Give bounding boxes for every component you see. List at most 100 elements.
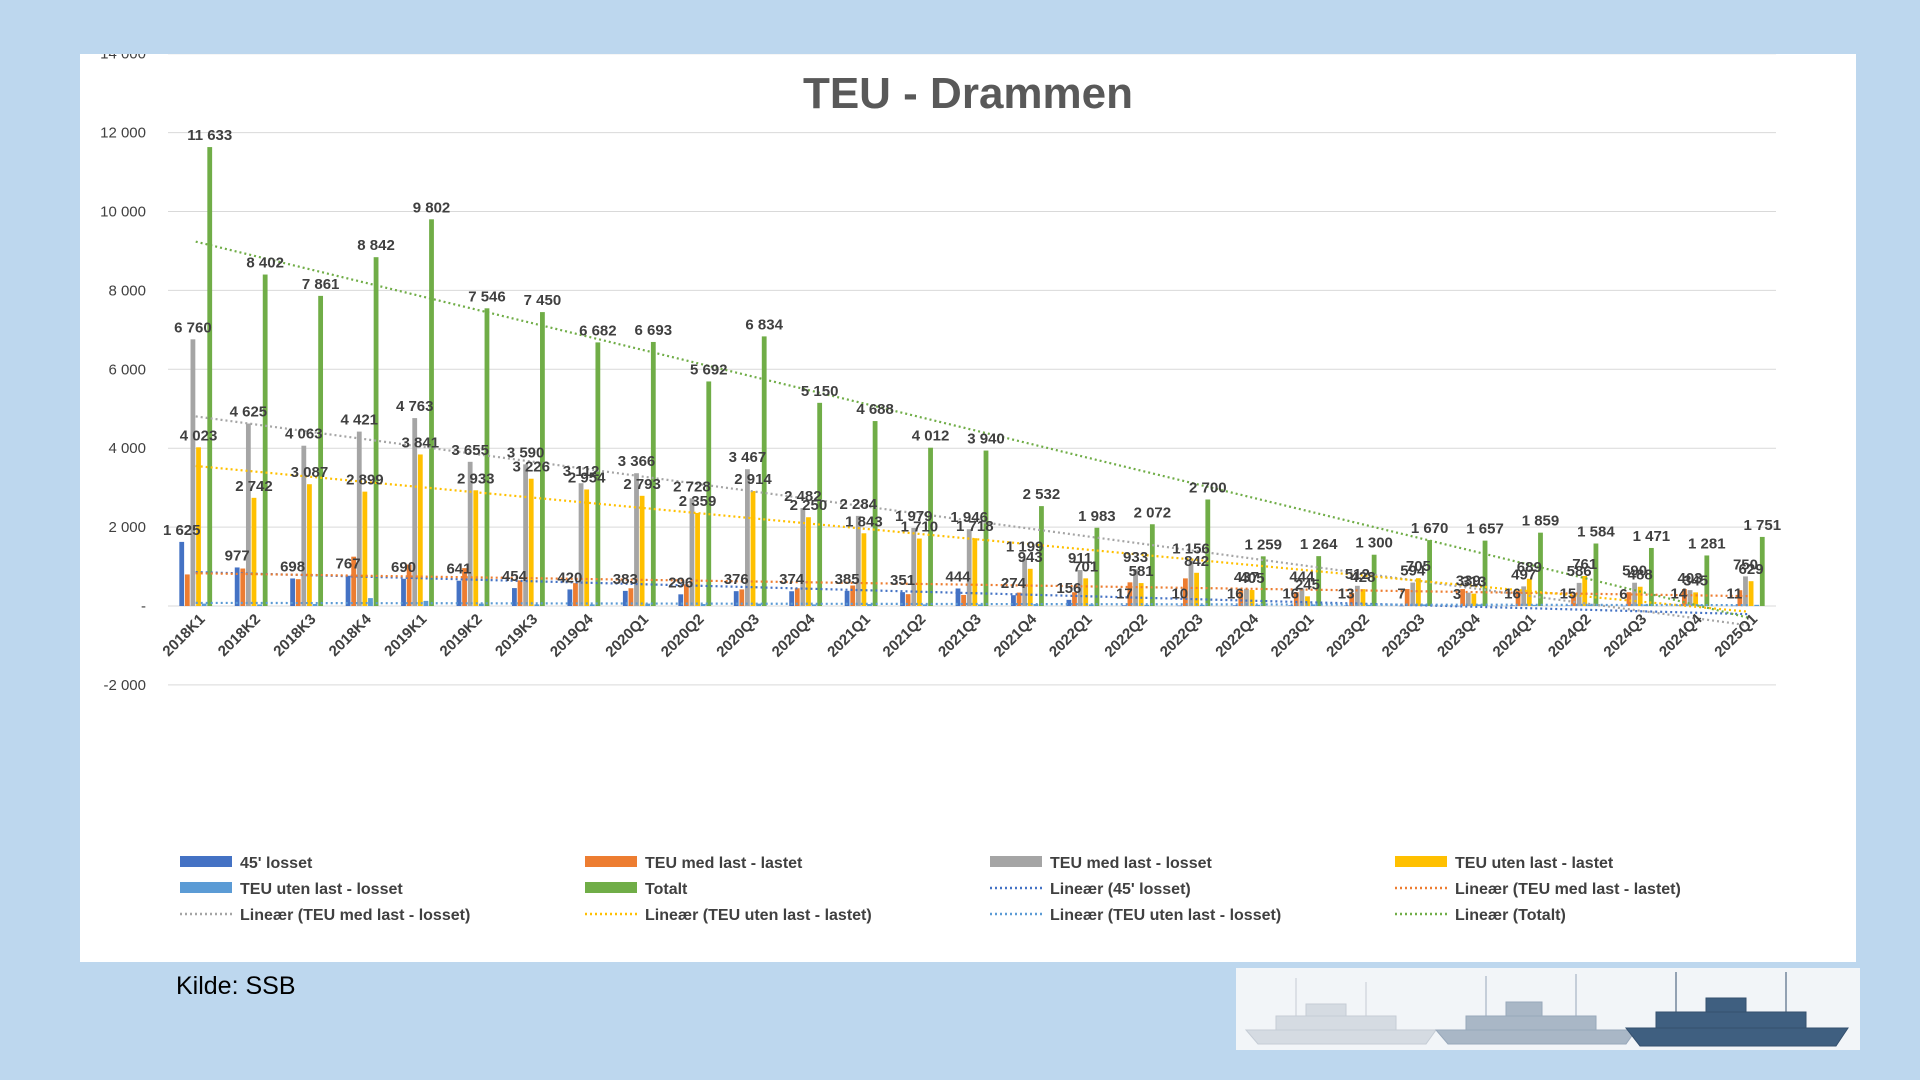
- bar: [683, 584, 689, 606]
- x-tick-label: 2022Q1: [1046, 611, 1096, 661]
- data-label: 3 112: [563, 463, 600, 480]
- x-tick-label: 2019Q4: [547, 610, 597, 660]
- bar: [201, 603, 207, 606]
- bar: [1371, 554, 1377, 606]
- bar: [911, 527, 917, 606]
- x-tick-label: 2020Q4: [769, 610, 819, 660]
- data-label: 581: [1129, 563, 1154, 580]
- data-label: 689: [1517, 559, 1542, 576]
- bar: [1593, 543, 1599, 606]
- bar: [257, 604, 262, 606]
- data-label: 11: [1726, 586, 1742, 603]
- bar: [245, 423, 251, 606]
- legend-label: TEU uten last - lastet: [1455, 855, 1614, 872]
- x-tick-label: 2024Q1: [1490, 611, 1540, 661]
- data-label: 10: [1171, 586, 1188, 603]
- bar: [512, 588, 517, 606]
- bar: [1538, 532, 1543, 606]
- bar: [207, 147, 213, 606]
- bar: [1022, 558, 1028, 606]
- bar: [251, 497, 257, 606]
- data-label: 437: [1234, 569, 1259, 586]
- bar: [401, 578, 406, 606]
- x-tick-label: 2021Q2: [880, 611, 930, 661]
- bar: [850, 585, 856, 606]
- legend-swatch: [180, 882, 232, 893]
- bar: [234, 567, 240, 606]
- data-label: 1 751: [1744, 517, 1782, 534]
- trendline: [195, 415, 1749, 627]
- bar: [578, 483, 584, 606]
- data-label: 1 584: [1577, 524, 1615, 541]
- x-tick-label: 2019K3: [492, 611, 541, 660]
- x-tick-label: 2022Q3: [1157, 611, 1207, 661]
- bar: [179, 541, 185, 606]
- data-label: 1 264: [1300, 536, 1338, 553]
- bar: [695, 512, 700, 606]
- bar: [1626, 592, 1632, 606]
- bar: [1565, 605, 1571, 606]
- trendline: [195, 240, 1749, 619]
- bar: [1083, 578, 1089, 606]
- legend-label: TEU med last - losset: [1050, 855, 1212, 872]
- y-tick-label: -2 000: [103, 677, 146, 694]
- x-tick-label: 2019K1: [381, 611, 430, 660]
- x-tick-label: 2019K2: [437, 611, 486, 660]
- x-tick-label: 2020Q3: [713, 611, 763, 661]
- bar: [1471, 593, 1477, 606]
- bar: [467, 461, 473, 606]
- data-label: 16: [1504, 585, 1521, 602]
- bar: [345, 575, 351, 606]
- bar: [540, 312, 545, 606]
- bar: [1427, 540, 1432, 606]
- bar: [484, 308, 490, 606]
- bar: [1526, 578, 1532, 606]
- data-label: 497: [1511, 566, 1536, 583]
- data-label: 4 421: [340, 412, 378, 429]
- bar: [678, 594, 684, 606]
- data-label: 345: [1683, 572, 1708, 589]
- x-tick-label: 2024Q3: [1600, 611, 1650, 661]
- data-label: 15: [1560, 585, 1577, 602]
- data-label: 1 859: [1522, 513, 1560, 530]
- x-tick-label: 2025Q1: [1711, 611, 1761, 661]
- ships-silhouette-logo: [1236, 968, 1860, 1050]
- data-label: 6 693: [635, 322, 673, 339]
- data-label: 690: [391, 559, 416, 576]
- bar: [517, 580, 523, 606]
- bar: [196, 447, 201, 606]
- bar: [689, 498, 695, 606]
- legend: 45' losset TEU med last - lastet TEU med l…: [180, 855, 1681, 924]
- bar: [362, 491, 368, 606]
- legend-swatch: [990, 856, 1042, 867]
- data-label: 8 842: [357, 237, 395, 254]
- data-label: 4 012: [912, 428, 950, 445]
- data-label: 3 940: [967, 431, 1005, 448]
- data-label: 1 946: [950, 509, 988, 526]
- bar: [1188, 560, 1194, 606]
- bar: [417, 454, 423, 606]
- bar: [595, 342, 601, 606]
- data-label: 1 300: [1355, 535, 1393, 552]
- bar: [639, 495, 645, 606]
- data-label: 6 834: [745, 316, 783, 333]
- data-label: 3 087: [291, 464, 329, 481]
- bar: [1737, 590, 1743, 606]
- data-label: 14: [1670, 585, 1687, 602]
- legend-label: Lineær (Totalt): [1455, 907, 1566, 924]
- chart-title: TEU - Drammen: [803, 69, 1133, 118]
- data-label: 296: [668, 574, 693, 591]
- bar: [1404, 589, 1410, 606]
- bar: [806, 517, 811, 606]
- bar: [1316, 556, 1322, 606]
- data-label: 8 402: [246, 255, 284, 272]
- data-label: 1 979: [895, 508, 933, 525]
- data-label: 3: [1453, 586, 1461, 603]
- legend-swatch: [585, 856, 637, 867]
- data-label: 2 933: [457, 470, 495, 487]
- x-tick-label: 2018K3: [270, 611, 319, 660]
- gridlines: [168, 54, 1776, 686]
- y-tick-label: 4 000: [108, 440, 146, 457]
- bar: [761, 336, 767, 606]
- y-tick-label: 12 000: [100, 125, 146, 142]
